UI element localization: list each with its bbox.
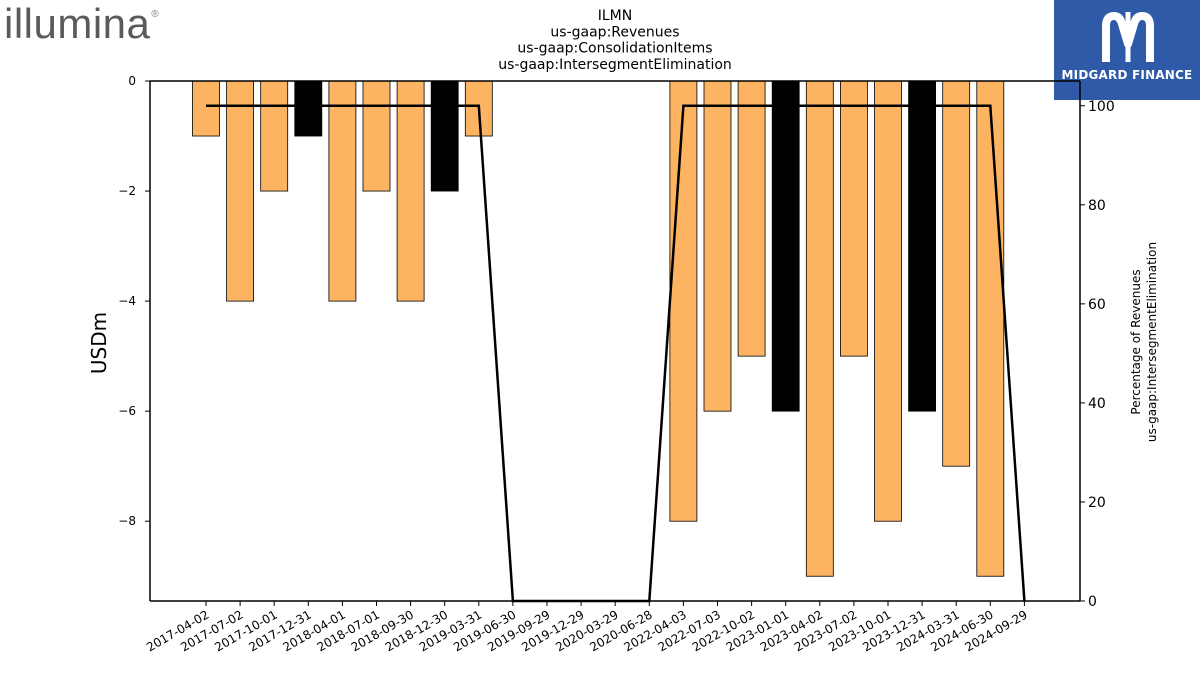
- illumina-logo: illumina®: [4, 0, 159, 48]
- chart-title-line: us-gaap:Revenues: [550, 24, 679, 40]
- y-tick-label: −4: [118, 294, 136, 308]
- bar: [874, 80, 902, 522]
- bar: [294, 80, 323, 137]
- bar: [192, 80, 220, 137]
- y2-tick-label: 20: [1088, 495, 1106, 511]
- y2-tick-label: 80: [1088, 198, 1106, 214]
- bar: [840, 80, 868, 357]
- bar: [976, 80, 1005, 577]
- bar: [328, 80, 357, 302]
- bar: [260, 80, 289, 192]
- y-tick-label: −2: [118, 184, 136, 198]
- y2-tick-label: 0: [1088, 594, 1097, 610]
- y2-axis-label: us-gaap:IntersegmentElimination: [1145, 242, 1159, 442]
- bar: [669, 80, 698, 522]
- chart-title-line: ILMN: [598, 8, 632, 24]
- chart-title: ILMNus-gaap:Revenuesus-gaap:Consolidatio…: [498, 8, 732, 73]
- y2-tick-label: 40: [1088, 396, 1106, 412]
- y2-tick-label: 60: [1088, 297, 1106, 313]
- bars-group: [192, 80, 1005, 577]
- y2-tick-label: 100: [1088, 99, 1115, 115]
- bar: [362, 80, 391, 192]
- illumina-logo-text: illumina: [4, 0, 151, 47]
- chart-title-line: us-gaap:IntersegmentElimination: [498, 57, 732, 73]
- bar: [396, 80, 425, 302]
- bar: [805, 80, 834, 577]
- y2-axis-label: Percentage of Revenues: [1129, 269, 1143, 414]
- bar: [771, 80, 800, 412]
- bar: [942, 80, 971, 467]
- y-tick-label: −8: [118, 514, 136, 528]
- y-tick-label: −6: [118, 404, 136, 418]
- bar: [226, 80, 255, 302]
- bar: [908, 80, 936, 412]
- midgard-finance-logo: MIDGARD FINANCE: [1054, 0, 1200, 100]
- registered-mark: ®: [151, 9, 160, 20]
- midgard-m-icon: [1102, 12, 1154, 62]
- bar: [430, 80, 459, 192]
- midgard-finance-label: MIDGARD FINANCE: [1061, 68, 1193, 82]
- y-axis-label: USDm: [87, 312, 111, 374]
- bar: [737, 80, 766, 357]
- y-tick-label: 0: [128, 74, 136, 88]
- chart-title-line: us-gaap:ConsolidationItems: [517, 41, 712, 57]
- bar: [703, 80, 732, 412]
